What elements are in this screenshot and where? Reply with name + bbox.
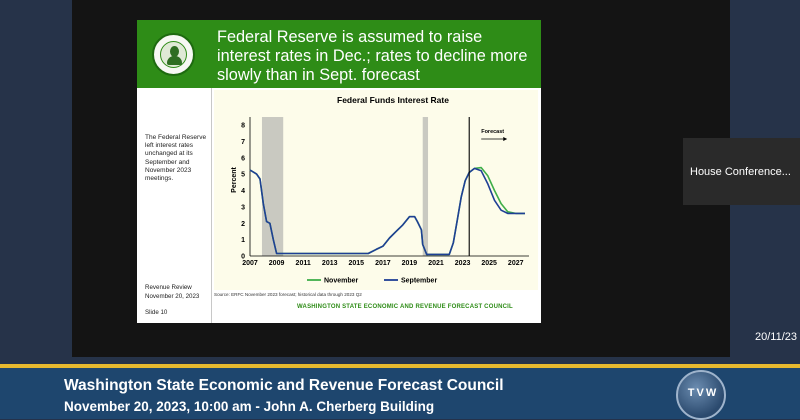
recession-band-2 [422,117,429,256]
x-tick-label: 2007 [242,260,258,267]
chart-title: Federal Funds Interest Rate [337,95,449,105]
presentation-slide: Federal Reserve is assumed to raise inte… [137,20,541,323]
participant-tile[interactable]: House Conference... [683,138,800,205]
series-line-september [249,167,525,256]
y-tick-label: 0 [241,254,245,261]
council-label: WASHINGTON STATE ECONOMIC AND REVENUE FO… [297,304,513,310]
x-tick-label: 2027 [508,260,524,267]
y-tick-label: 1 [241,237,245,244]
y-tick-label: 5 [241,172,245,179]
y-tick-label: 4 [241,188,245,195]
y-tick-label: 8 [241,123,245,130]
x-tick-label: 2019 [402,260,418,267]
y-tick-label: 3 [241,204,245,211]
x-tick-label: 2017 [375,260,391,267]
source-note: Source: ERFC November 2023 forecast; his… [214,292,362,297]
legend-label-november: November [324,278,359,285]
chart-axes [249,117,529,257]
federal-funds-chart: Federal Funds Interest Rate Percent 0 1 2 3… [214,90,538,290]
forecast-marker: Forecast [468,117,508,256]
forecast-label: Forecast [481,129,504,135]
slide-divider [211,88,212,323]
broadcast-date: 20/11/23 [755,331,798,343]
x-tick-label: 2023 [455,260,471,267]
side-note: The Federal Reserve left interest rates … [145,134,207,183]
review-date: November 20, 2023 [145,293,200,300]
legend-label-september: September [401,278,437,285]
slide-header: Federal Reserve is assumed to raise inte… [137,20,541,88]
y-tick-label: 6 [241,155,245,162]
x-tick-label: 2009 [269,260,285,267]
x-tick-label: 2015 [348,260,364,267]
participant-name[interactable]: House Conference... [690,165,791,178]
x-tick-label: 2013 [322,260,338,267]
banner-subtitle: November 20, 2023, 10:00 am - John A. Ch… [64,399,435,414]
y-tick-label: 2 [241,221,245,228]
x-tick-label: 2011 [296,260,311,267]
series-lines [249,166,525,256]
washington-seal-icon [152,33,195,76]
x-tick-label: 2021 [428,260,444,267]
lower-third-banner: Washington State Economic and Revenue Fo… [0,364,800,419]
y-tick-label: 7 [241,139,245,146]
slide-number: Slide 10 [145,309,168,316]
chart-legend: November September [307,278,437,285]
y-axis-label: Percent [231,166,238,192]
tvw-logo-text: TVW [687,387,719,399]
banner-title: Washington State Economic and Revenue Fo… [64,377,504,394]
tick-labels: 0 1 2 3 4 5 6 7 8 2007 2009 2011 2013 2015 2017 2019 202… [241,123,524,268]
slide-title: Federal Reserve is assumed to raise inte… [217,28,528,84]
tvw-logo-icon: TVW [676,370,726,420]
review-title: Revenue Review [145,284,192,291]
x-tick-label: 2025 [481,260,497,267]
forecast-arrowhead [503,137,508,141]
